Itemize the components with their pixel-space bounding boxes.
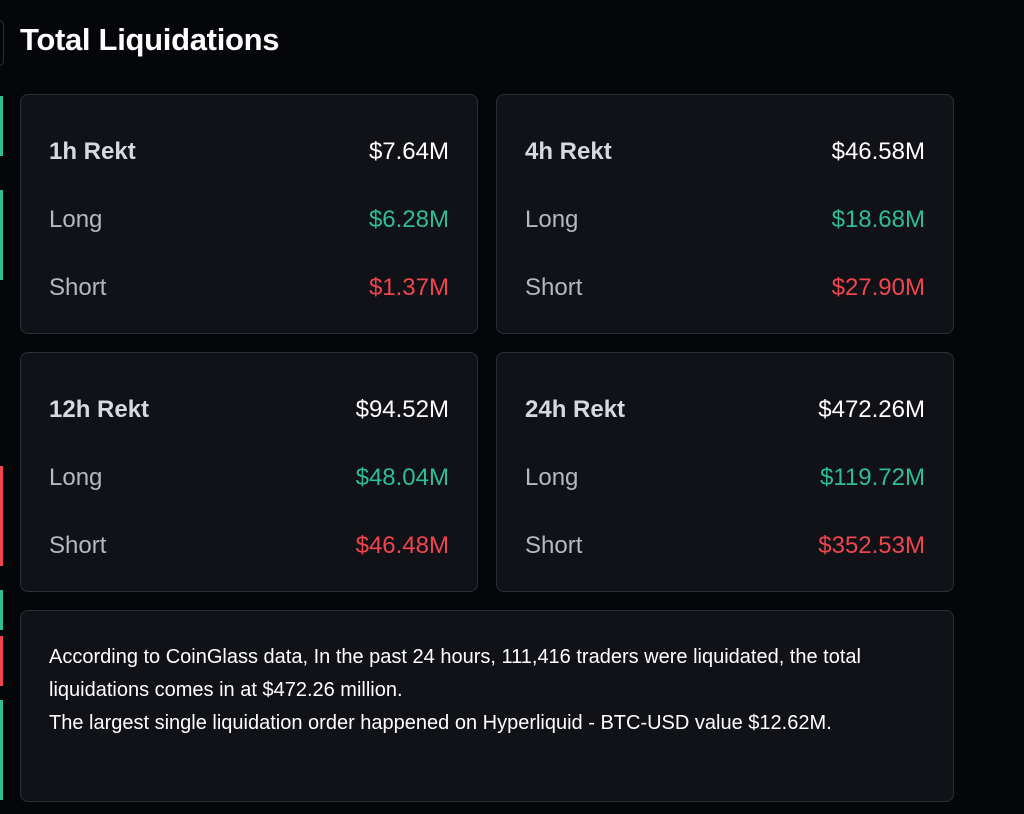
edge-strip (0, 700, 3, 800)
stat-label: Short (49, 532, 107, 559)
summary-card: According to CoinGlass data, In the past… (20, 610, 954, 802)
stat-label: 24h Rekt (525, 396, 626, 423)
tab-edge (0, 20, 4, 66)
stat-row: 24h Rekt $472.26M (525, 395, 925, 425)
edge-strip (0, 466, 3, 566)
edge-strip (0, 96, 3, 156)
stat-row: Short $27.90M (525, 273, 925, 303)
stat-value: $27.90M (831, 274, 925, 301)
stat-value: $119.72M (820, 464, 925, 491)
stat-label: Short (49, 274, 107, 301)
stat-value: $352.53M (818, 532, 925, 559)
stat-value: $46.58M (831, 138, 925, 165)
stat-value: $1.37M (368, 274, 449, 301)
stat-card: 1h Rekt $7.64M Long $6.28M Short $1.37M (20, 94, 478, 334)
stat-card: 12h Rekt $94.52M Long $48.04M Short $46.48M (20, 352, 478, 592)
stat-label: 4h Rekt (525, 138, 612, 165)
stat-label: 1h Rekt (49, 138, 136, 165)
stat-row: Short $1.37M (49, 273, 449, 303)
title: Total Liquidations (20, 22, 280, 57)
stat-label: Long (49, 464, 103, 491)
stat-label: Long (525, 464, 579, 491)
stat-value: $94.52M (355, 396, 449, 423)
edge-strip (0, 590, 3, 630)
stat-row: Long $48.04M (49, 463, 449, 493)
stat-row: Long $119.72M (525, 463, 925, 493)
stat-row: 12h Rekt $94.52M (49, 395, 449, 425)
stat-value: $6.28M (368, 206, 449, 233)
stat-row: 4h Rekt $46.58M (525, 137, 925, 167)
stat-value: $18.68M (831, 206, 925, 233)
summary-text: The largest single liquidation order hap… (49, 712, 832, 734)
stat-label: Short (525, 274, 583, 301)
stat-row: Short $352.53M (525, 531, 925, 561)
summary-text: According to CoinGlass data, In the past… (49, 646, 861, 701)
stat-label: Long (525, 206, 579, 233)
stat-label: 12h Rekt (49, 396, 150, 423)
stat-row: Short $46.48M (49, 531, 449, 561)
stat-value: $472.26M (818, 396, 925, 423)
stat-row: Long $6.28M (49, 205, 449, 235)
stat-card: 24h Rekt $472.26M Long $119.72M Short $352.53… (496, 352, 954, 592)
stat-value: $46.48M (355, 532, 449, 559)
stat-label: Short (525, 532, 583, 559)
stat-value: $7.64M (368, 138, 449, 165)
stat-value: $48.04M (355, 464, 449, 491)
edge-strip (0, 190, 3, 280)
stat-label: Long (49, 206, 103, 233)
edge-strip (0, 636, 3, 686)
stat-row: Long $18.68M (525, 205, 925, 235)
stat-card: 4h Rekt $46.58M Long $18.68M Short $27.90M (496, 94, 954, 334)
stat-row: 1h Rekt $7.64M (49, 137, 449, 167)
